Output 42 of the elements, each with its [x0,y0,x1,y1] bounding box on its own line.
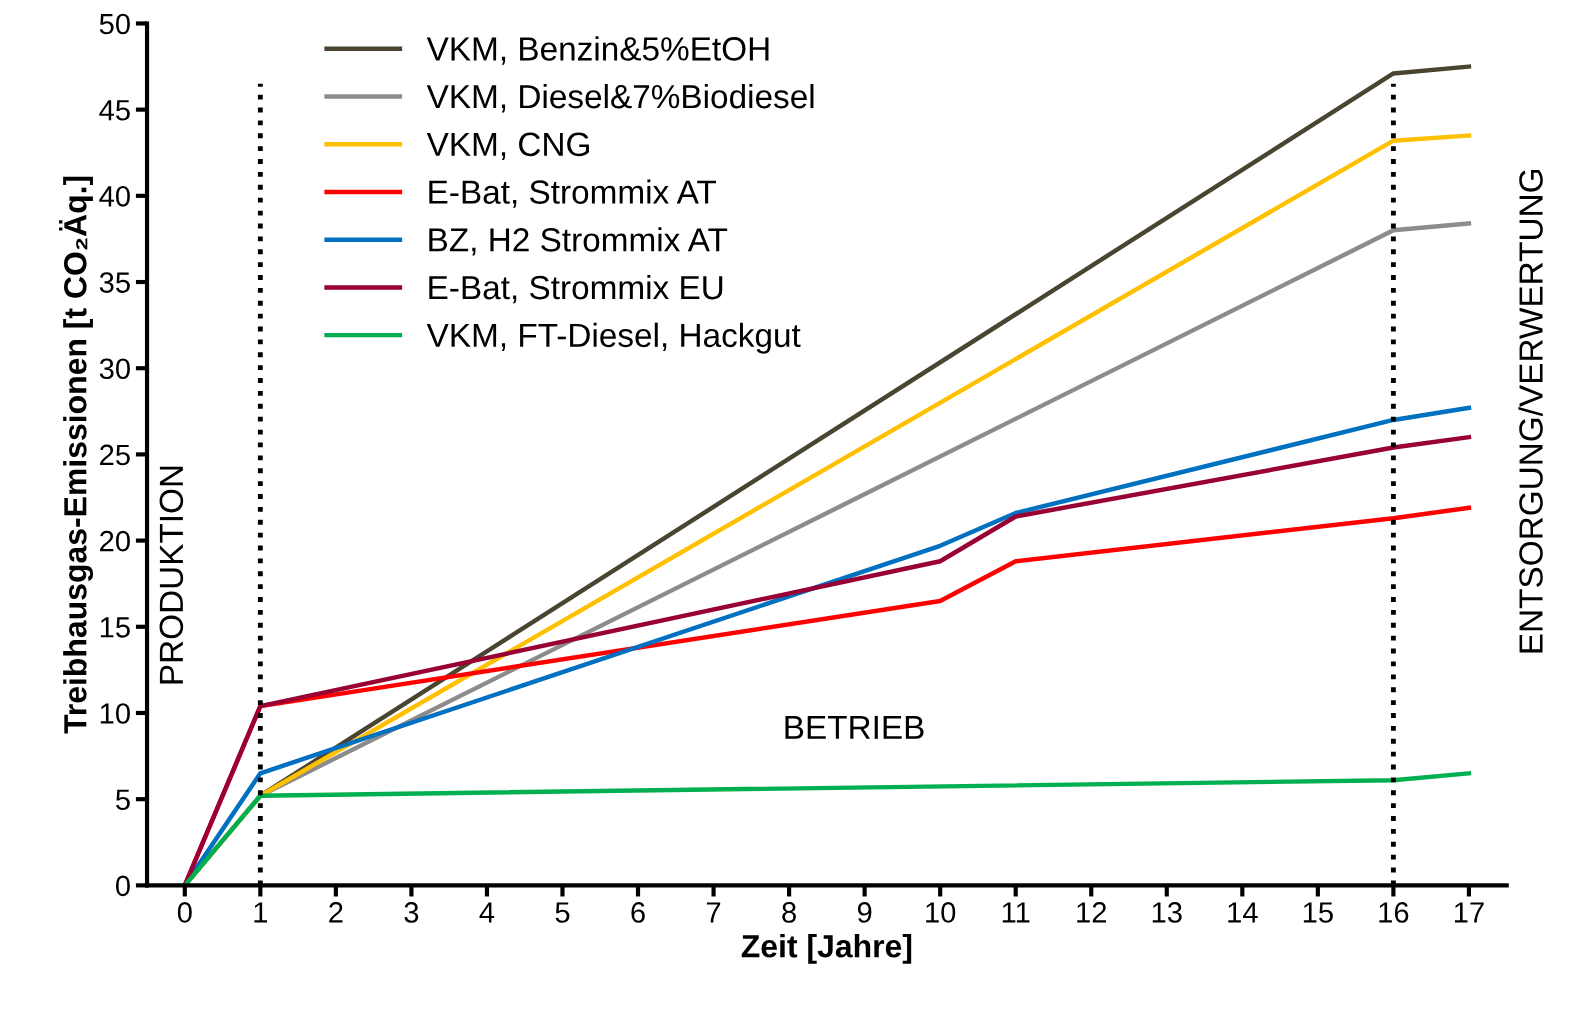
x-tick-label: 12 [1077,902,1106,923]
x-tick-label: 13 [1152,902,1182,923]
x-tick-label: 10 [926,902,956,923]
legend-label: VKM, FT-Diesel, Hackgut [426,322,801,354]
y-tick-label: 0 [115,875,130,897]
y-tick-label: 30 [99,358,130,380]
x-tick-label: 3 [404,902,419,923]
y-tick-label: 25 [100,444,130,466]
x-tick-label: 8 [782,902,796,923]
x-tick-label: 16 [1379,902,1409,923]
y-tick-label: 5 [116,789,130,811]
x-tick-label: 14 [1228,902,1258,923]
annotation: PRODUKTION [159,466,184,684]
x-tick-label: 17 [1454,902,1484,923]
text: ENTSORGUNG/VERWERTUNG [1518,169,1543,653]
line-series [182,771,1472,886]
annotation: BETRIEB [785,715,924,739]
x-tick-label: 1 [254,902,268,923]
y-tick-label: 45 [99,100,130,121]
x-tick-label: 5 [555,902,570,923]
x-tick-label: 6 [631,902,645,923]
y-tick-label: 40 [99,186,130,207]
y-tick-label: 20 [100,530,130,552]
legend-label: VKM, Benzin&5%EtOH [426,36,769,65]
y-axis-title: Treibhausgas-Emissionen [t CO₂Äq.] [59,176,94,734]
x-tick-label: 7 [706,902,721,923]
legend-label: E-Bat, Strommix AT [429,179,717,208]
x-tick-label: 2 [329,902,343,923]
x-axis-title: Zeit [Jahre] [741,934,912,964]
x-tick-label: 0 [177,902,192,923]
x-tick-label: 11 [1002,902,1030,923]
y-tick-label: 10 [100,703,130,724]
y-tick-label: 50 [99,13,130,35]
y-tick-label: 15 [100,617,130,638]
y-tick-label: 35 [99,272,130,293]
legend-label: VKM, Diesel&7%Biodiesel [426,83,814,113]
x-tick-label: 9 [857,902,872,923]
x-tick-label: 4 [479,902,495,923]
x-tick-label: 15 [1303,902,1333,923]
legend-label: E-Bat, Strommix EU [429,274,723,304]
legend-label: BZ, H2 Strommix AT [429,227,728,256]
legend-label: VKM, CNG [426,132,589,161]
